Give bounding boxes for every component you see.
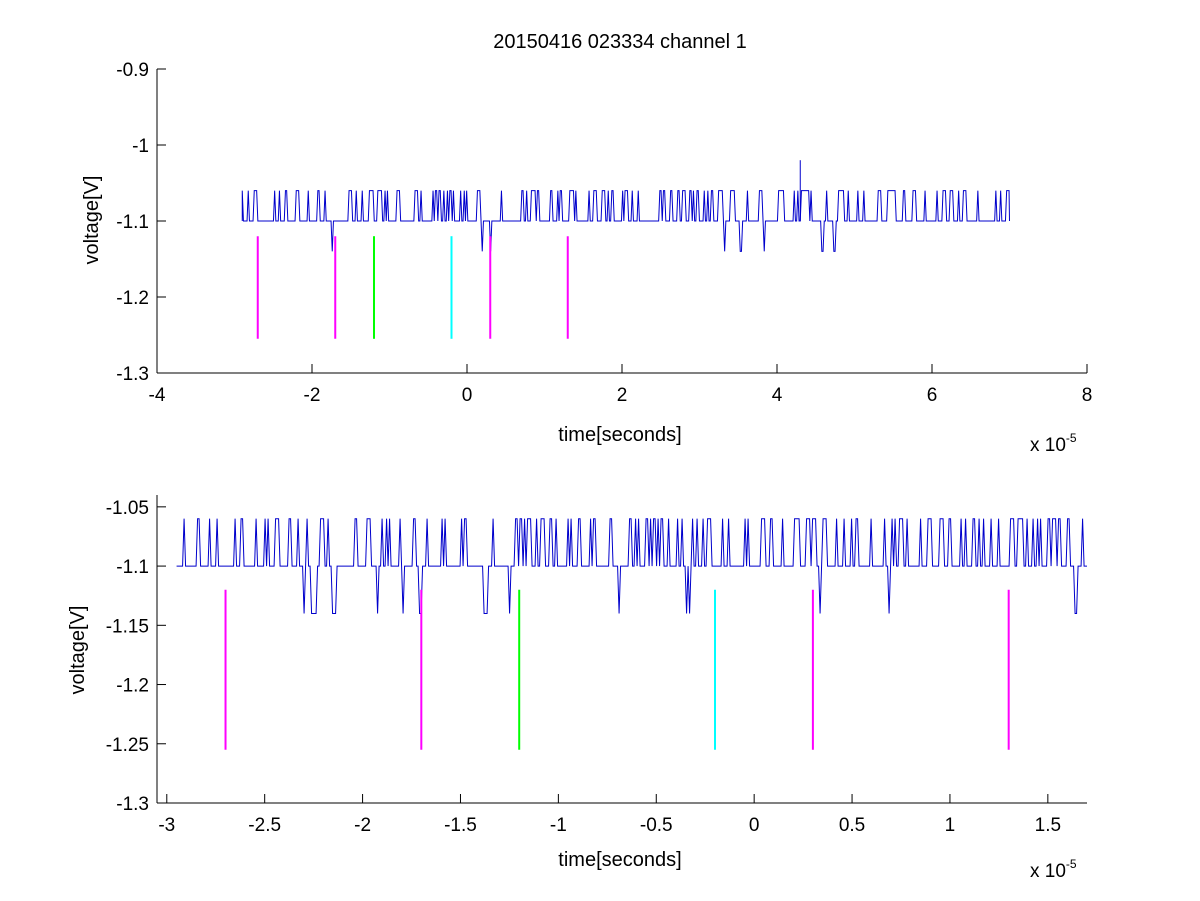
bottom-x-tick-label: -1.5 xyxy=(444,815,477,836)
bottom-y-tick-label: -1.2 xyxy=(116,676,149,697)
top-x-tick-label: 6 xyxy=(927,385,938,406)
top-x-tick-label: -2 xyxy=(304,385,321,406)
top-y-tick-label: -0.9 xyxy=(116,60,149,81)
bottom-y-tick-label: -1.25 xyxy=(106,735,149,756)
bottom-axes: -3 -2.5 -2 -1.5 -1 -0.5 0 0.5 1 1.5 -1.05 -1.1 -1.15… xyxy=(106,495,1087,836)
chart-title: 20150416 023334 channel 1 xyxy=(493,31,747,53)
bottom-y-axis-label: voltage[V] xyxy=(67,606,89,695)
top-y-tick-label: -1.3 xyxy=(116,364,149,385)
top-axes: -4 -2 0 2 4 6 8 -0.9 -1 -1.1 -1.2 -1.3 xyxy=(116,60,1092,406)
top-y-axis-label: voltage[V] xyxy=(81,176,103,265)
bottom-x-exponent: x 10-5 xyxy=(1030,857,1077,882)
bottom-voltage-trace xyxy=(176,518,1087,614)
top-voltage-trace xyxy=(241,190,1010,252)
top-chart: -4 -2 0 2 4 6 8 -0.9 -1 -1.1 -1.2 -1.3 time[seconds… xyxy=(81,60,1092,456)
bottom-y-tick-label: -1.05 xyxy=(106,498,149,519)
top-y-tick-label: -1.2 xyxy=(116,288,149,309)
top-x-tick-label: 4 xyxy=(772,385,783,406)
top-x-tick-label: -4 xyxy=(149,385,166,406)
top-x-tick-label: 2 xyxy=(617,385,628,406)
bottom-chart: -3 -2.5 -2 -1.5 -1 -0.5 0 0.5 1 1.5 -1.05 -1.1 -1.15… xyxy=(67,495,1087,882)
bottom-y-tick-label: -1.1 xyxy=(116,557,149,578)
bottom-x-tick-label: -0.5 xyxy=(640,815,673,836)
bottom-y-tick-label: -1.15 xyxy=(106,616,149,637)
top-y-tick-label: -1.1 xyxy=(116,212,149,233)
top-x-exponent: x 10-5 xyxy=(1030,431,1077,456)
bottom-x-tick-label: -1 xyxy=(550,815,567,836)
top-x-tick-label: 0 xyxy=(462,385,473,406)
top-x-exponent-base: x 10 xyxy=(1030,435,1066,456)
bottom-x-exponent-power: -5 xyxy=(1066,857,1077,871)
bottom-plot-data xyxy=(176,518,1087,750)
top-x-exponent-power: -5 xyxy=(1066,431,1077,445)
bottom-x-tick-label: 0 xyxy=(749,815,760,836)
bottom-x-axis-label: time[seconds] xyxy=(558,849,681,871)
top-x-tick-label: 8 xyxy=(1082,385,1093,406)
bottom-y-tick-label: -1.3 xyxy=(116,794,149,815)
top-y-tick-label: -1 xyxy=(132,136,149,157)
top-x-axis-label: time[seconds] xyxy=(558,424,681,446)
top-plot-data xyxy=(241,160,1010,339)
bottom-x-tick-label: 0.5 xyxy=(839,815,865,836)
bottom-x-tick-label: -2 xyxy=(354,815,371,836)
bottom-x-tick-label: -2.5 xyxy=(248,815,281,836)
bottom-x-exponent-base: x 10 xyxy=(1030,861,1066,882)
bottom-x-tick-label: 1.5 xyxy=(1035,815,1061,836)
bottom-x-tick-label: 1 xyxy=(945,815,956,836)
bottom-x-tick-label: -3 xyxy=(158,815,175,836)
